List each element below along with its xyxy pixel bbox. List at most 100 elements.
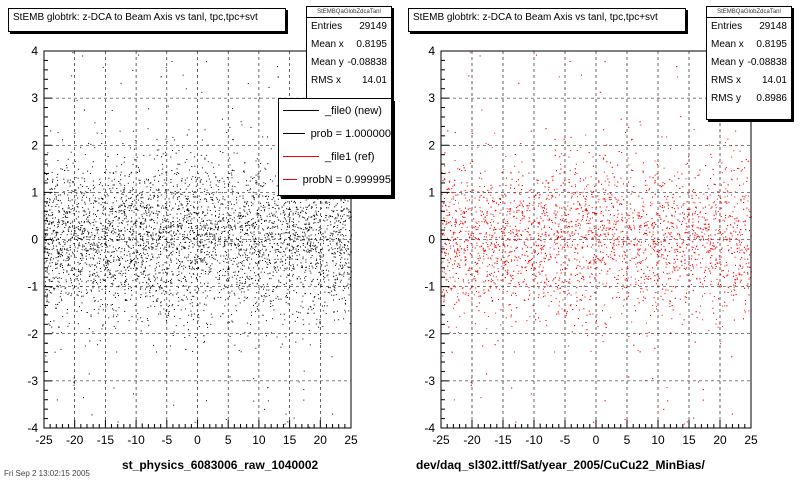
scatter-point (214, 249, 216, 251)
scatter-point (88, 254, 90, 255)
scatter-point (109, 222, 111, 224)
scatter-point (249, 332, 251, 333)
scatter-point (192, 230, 194, 232)
scatter-point (182, 285, 184, 286)
scatter-point (190, 220, 192, 222)
scatter-point (173, 231, 175, 233)
scatter-point (89, 198, 90, 200)
scatter-point (149, 292, 151, 293)
scatter-point (167, 221, 169, 223)
scatter-point (261, 268, 263, 270)
scatter-point (260, 216, 262, 218)
scatter-point (106, 246, 108, 248)
scatter-point (228, 236, 230, 238)
scatter-point (183, 218, 185, 220)
scatter-point (247, 201, 249, 203)
scatter-point (109, 274, 111, 276)
scatter-point (215, 254, 217, 256)
scatter-point (292, 214, 294, 216)
scatter-point (134, 199, 136, 201)
scatter-point (210, 186, 212, 188)
scatter-point (58, 301, 60, 303)
scatter-point (158, 149, 160, 151)
scatter-point (188, 169, 190, 171)
scatter-point (172, 197, 174, 199)
scatter-point (333, 275, 335, 277)
scatter-point (130, 258, 132, 260)
scatter-point (135, 222, 137, 224)
scatter-point (91, 264, 93, 266)
scatter-point (263, 210, 265, 212)
scatter-point (246, 322, 248, 324)
scatter-point (325, 217, 327, 219)
scatter-point (126, 221, 128, 223)
scatter-point (223, 180, 225, 182)
scatter-point (169, 205, 170, 207)
scatter-point (287, 303, 289, 305)
scatter-point (51, 223, 53, 225)
scatter-point (198, 217, 200, 218)
scatter-point (67, 260, 69, 261)
scatter-point (112, 233, 114, 235)
scatter-point (178, 259, 179, 261)
scatter-point (238, 297, 240, 299)
scatter-point (297, 258, 299, 260)
scatter-point (116, 255, 118, 257)
scatter-point (258, 183, 260, 185)
scatter-point (141, 221, 142, 223)
scatter-point (346, 207, 348, 209)
scatter-point (308, 240, 310, 242)
scatter-point (289, 258, 291, 260)
scatter-point (201, 228, 202, 230)
scatter-point (309, 250, 311, 252)
scatter-point (72, 208, 74, 209)
scatter-point (159, 174, 161, 176)
scatter-point (155, 290, 157, 291)
scatter-point (184, 161, 186, 163)
scatter-point (112, 284, 114, 286)
scatter-point (250, 248, 252, 250)
scatter-point (109, 255, 111, 257)
scatter-point (280, 229, 282, 231)
scatter-point (193, 238, 195, 240)
scatter-point (148, 273, 150, 275)
scatter-point (181, 178, 183, 180)
scatter-point (204, 290, 206, 292)
scatter-point (89, 248, 91, 250)
scatter-point (134, 261, 136, 263)
scatter-point (189, 215, 191, 217)
scatter-point (297, 226, 299, 228)
scatter-point (330, 224, 332, 226)
scatter-point (194, 196, 196, 198)
scatter-point (326, 269, 327, 271)
scatter-point (154, 270, 156, 272)
scatter-point (319, 255, 321, 257)
scatter-point (89, 271, 91, 273)
scatter-point (102, 325, 104, 327)
scatter-point (268, 259, 270, 261)
scatter-point (344, 287, 346, 289)
scatter-point (106, 202, 108, 204)
scatter-point (122, 200, 123, 202)
scatter-point (224, 274, 226, 276)
scatter-point (222, 217, 224, 219)
scatter-point (305, 223, 307, 225)
scatter-point (147, 232, 149, 233)
scatter-point (65, 279, 67, 281)
scatter-point (231, 177, 233, 179)
scatter-point (103, 238, 105, 240)
scatter-point (165, 249, 167, 251)
scatter-point (269, 262, 271, 263)
scatter-point (68, 226, 70, 228)
scatter-point (235, 226, 236, 228)
scatter-point (81, 231, 83, 233)
scatter-point (133, 252, 135, 254)
scatter-point (202, 292, 204, 294)
scatter-point (157, 214, 159, 216)
scatter-point (170, 227, 172, 229)
scatter-point (121, 193, 123, 195)
scatter-point (111, 276, 113, 278)
scatter-point (315, 247, 317, 249)
scatter-point (217, 220, 219, 222)
scatter-point (164, 198, 166, 200)
